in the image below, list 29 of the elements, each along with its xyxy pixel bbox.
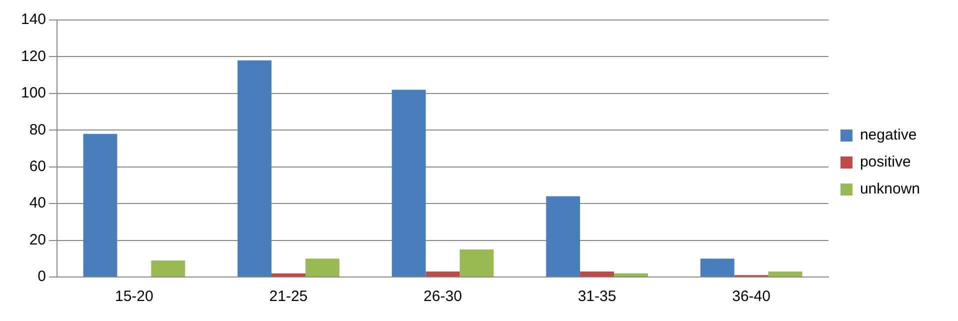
bar — [271, 273, 306, 276]
legend-label: unknown — [860, 180, 920, 198]
y-tick-label: 40 — [29, 194, 46, 212]
x-tick-label: 15-20 — [114, 288, 154, 306]
y-tick-label: 100 — [20, 84, 46, 102]
bar — [614, 273, 648, 276]
bar — [83, 134, 118, 276]
x-tick-label: 26-30 — [424, 288, 462, 306]
y-tick-label: 120 — [20, 48, 46, 65]
legend-label: positive — [860, 154, 911, 171]
y-tick-label: 0 — [38, 268, 46, 286]
bar — [305, 258, 340, 276]
x-tick-label: 31-35 — [578, 288, 616, 306]
y-tick-label: 140 — [20, 11, 46, 28]
y-tick-label: 60 — [29, 158, 46, 175]
y-tick-label: 20 — [29, 231, 46, 248]
bar — [426, 271, 460, 276]
bar — [392, 90, 426, 276]
bar — [238, 60, 272, 276]
x-tick-label: 36-40 — [732, 288, 770, 306]
bar — [768, 271, 802, 276]
bar — [580, 271, 614, 276]
y-tick-label: 80 — [29, 121, 46, 138]
legend-label: negative — [860, 126, 917, 144]
x-tick-label: 21-25 — [269, 288, 308, 306]
bar — [546, 196, 580, 276]
bar — [700, 258, 734, 276]
bar — [460, 249, 494, 276]
bar — [151, 260, 186, 276]
